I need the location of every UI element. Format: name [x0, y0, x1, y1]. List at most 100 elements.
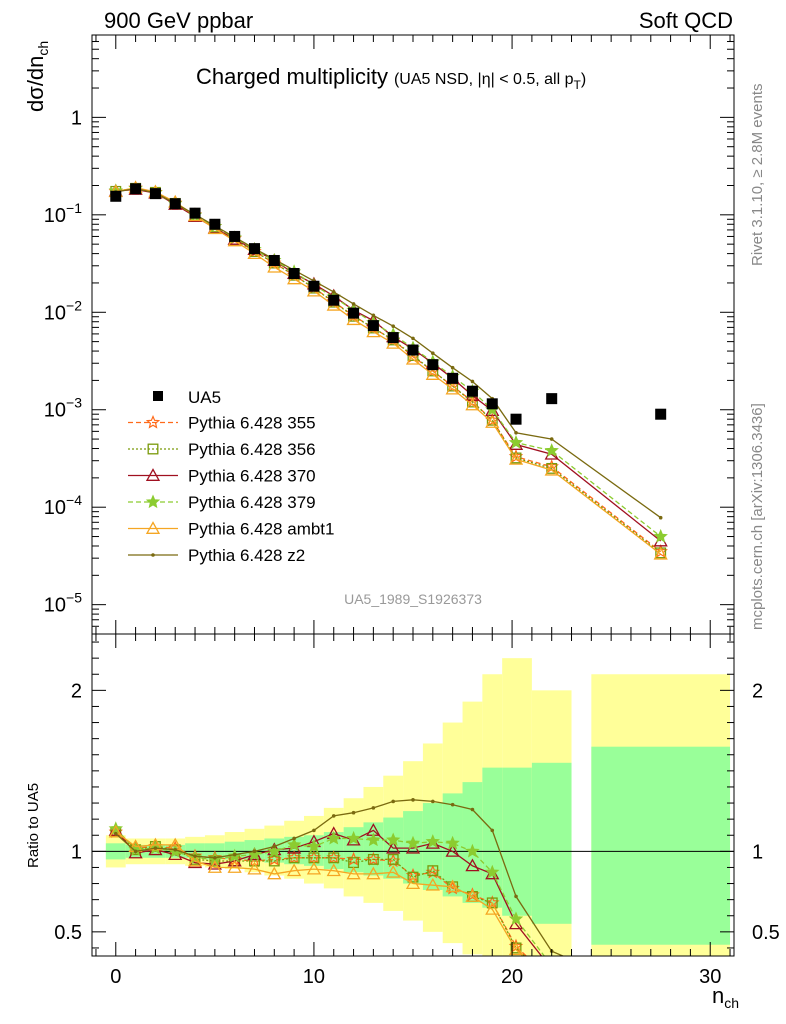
ratio-series-marker	[366, 832, 381, 847]
ratio-series-marker	[386, 832, 401, 847]
main-y-tick-label-exp: −1	[66, 200, 82, 216]
main-panel: 110−110−210−310−410−5 dσ/dnch Charged mu…	[23, 34, 735, 635]
ratio-series-marker	[267, 866, 282, 880]
ratio-series-marker	[486, 897, 498, 909]
ratio-panel: 0 10 20 30 0.5 0.5 1 1 2 2 Ratio to UA5 nch	[25, 633, 780, 1011]
data-point-marker	[328, 294, 340, 306]
main-y-tick-label: 10−1	[44, 200, 82, 227]
header-category-label: Soft QCD	[639, 8, 733, 33]
mcplots-reference-label: mcplots.cern.ch [arXiv:1306.3436]	[749, 403, 766, 630]
ratio-series-marker	[445, 844, 460, 857]
main-y-tick-label-base: 10	[44, 205, 66, 227]
main-series-marker	[331, 290, 336, 294]
ratio-series-marker	[431, 799, 435, 804]
uncertainty-bands	[105, 658, 731, 956]
main-y-axis-title-text: dσ/dn	[23, 56, 48, 112]
ratio-series-marker	[267, 843, 282, 858]
ratio-series-marker	[366, 866, 381, 880]
main-series-marker	[508, 451, 524, 465]
ratio-series-marker	[391, 799, 395, 804]
main-y-tick-label-base: 10	[44, 595, 66, 617]
main-series-marker	[549, 437, 554, 441]
main-chart-subtitle-end: )	[581, 71, 586, 88]
ratio-y-tick-label-right: 2	[752, 680, 763, 702]
main-series-marker	[431, 351, 435, 356]
main-series-marker	[450, 365, 455, 370]
main-y-axis-title-sub: ch	[35, 41, 51, 56]
legend-marker	[151, 553, 155, 557]
legend-label: Pythia 6.428 356	[188, 440, 316, 459]
data-point-marker	[407, 344, 419, 356]
ratio-series-marker	[465, 843, 480, 858]
data-point-marker	[546, 393, 558, 405]
legend-label: Pythia 6.428 379	[188, 493, 316, 512]
main-y-axis-title: dσ/dnch	[23, 41, 51, 112]
x-axis-title: nch	[712, 983, 739, 1011]
main-series-marker	[508, 435, 524, 449]
data-point-marker	[447, 372, 459, 384]
ratio-series-marker	[286, 837, 302, 852]
main-y-tick-label: 10−2	[44, 297, 82, 324]
main-series-marker	[514, 430, 518, 435]
ratio-series-line	[115, 831, 524, 956]
legend-marker	[147, 443, 159, 455]
ratio-series-marker	[386, 840, 401, 854]
data-point-marker	[655, 408, 667, 420]
inner-uncertainty-band	[502, 767, 532, 916]
main-y-tick-label-exp: −5	[66, 590, 82, 606]
data-point-marker	[387, 332, 399, 344]
ratio-series-marker	[425, 834, 440, 848]
inner-uncertainty-band	[482, 767, 503, 908]
data-point-marker	[288, 267, 300, 279]
ratio-series-marker	[312, 828, 316, 833]
data-point-marker	[308, 280, 320, 292]
ratio-series-marker	[207, 860, 222, 873]
main-y-tick-label-base: 10	[44, 302, 66, 324]
main-series-marker	[411, 336, 415, 341]
data-point-marker	[229, 230, 241, 242]
legend-marker	[145, 468, 161, 481]
ratio-series-marker	[445, 835, 460, 850]
inner-uncertainty-band	[531, 762, 572, 924]
main-y-tick-label: 1	[71, 107, 82, 129]
ratio-series-marker	[268, 855, 280, 867]
ratio-series-marker	[187, 853, 203, 867]
ratio-y-tick-label: 2	[71, 680, 82, 702]
ratio-series-marker	[351, 810, 356, 815]
ratio-series-marker	[445, 879, 460, 893]
main-series-marker	[653, 528, 668, 543]
ratio-series-marker	[407, 871, 419, 883]
main-series-marker	[658, 515, 663, 520]
main-series-marker	[346, 312, 361, 326]
legend-label: Pythia 6.428 ambt1	[188, 520, 334, 539]
ratio-series-group	[108, 798, 565, 956]
ratio-series-marker	[326, 830, 341, 845]
ratio-series-marker	[272, 844, 277, 849]
ratio-series-marker	[425, 877, 440, 891]
data-point-marker	[248, 243, 260, 255]
main-series-marker	[544, 462, 559, 476]
legend-label: UA5	[188, 388, 221, 407]
ratio-series-marker	[367, 853, 379, 865]
ratio-y-tick-label-right: 1	[752, 841, 763, 863]
ratio-series-marker	[465, 889, 480, 902]
main-series-marker	[351, 302, 356, 306]
main-y-tick-label: 10−3	[44, 395, 82, 422]
main-series-marker	[425, 367, 440, 380]
legend-data-marker	[153, 391, 163, 401]
ratio-series-marker	[405, 835, 421, 850]
main-series-marker	[366, 324, 381, 338]
data-point-marker	[466, 385, 478, 397]
x-tick-label: 0	[110, 966, 121, 988]
ratio-series-marker	[485, 901, 500, 915]
ratio-series-marker	[113, 831, 118, 836]
ratio-series-marker	[514, 894, 518, 899]
ratio-series-marker	[386, 864, 401, 878]
ratio-series-marker	[508, 942, 524, 956]
x-tick-label: 20	[501, 966, 523, 988]
main-y-tick-label: 10−4	[44, 492, 82, 519]
main-series-marker	[391, 324, 395, 328]
main-series-marker	[544, 443, 559, 457]
data-point-marker	[149, 188, 161, 200]
main-series-marker	[371, 313, 376, 318]
